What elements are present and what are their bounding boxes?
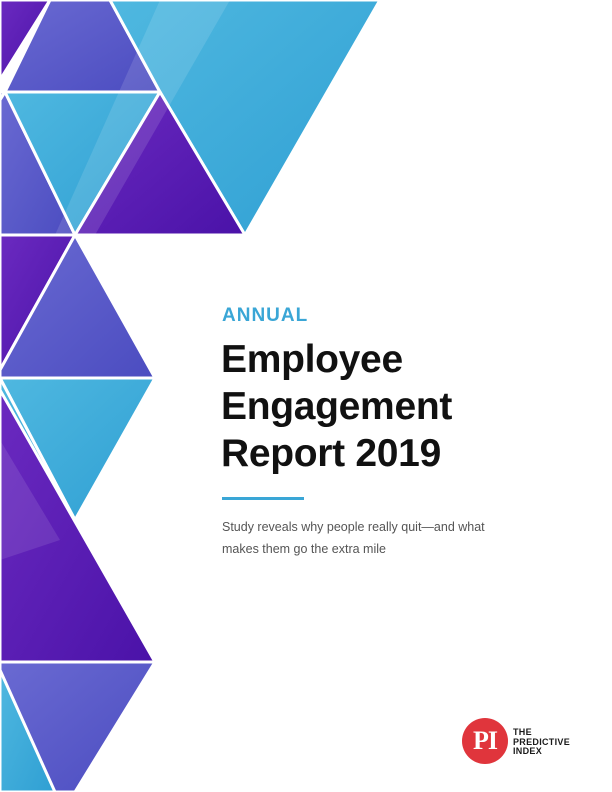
logo-wordmark: THE PREDICTIVE INDEX — [513, 727, 571, 757]
subtitle-line: makes them go the extra mile — [222, 542, 386, 556]
title-line: Employee — [221, 338, 403, 381]
accent-divider — [222, 497, 304, 500]
report-subtitle: Study reveals why people really quit—and… — [222, 516, 502, 560]
title-line: Report 2019 — [221, 432, 441, 475]
report-title: Employee Engagement Report 2019 — [221, 336, 452, 477]
predictive-index-logo: PI THE PREDICTIVE INDEX — [462, 718, 602, 764]
logo-text-line: THE — [513, 727, 532, 737]
title-line: Engagement — [221, 385, 453, 428]
logo-text-line: INDEX — [513, 746, 543, 756]
subtitle-line: Study reveals why people really quit—and… — [222, 520, 485, 534]
report-eyebrow: ANNUAL — [222, 305, 309, 326]
logo-text-line: PREDICTIVE — [513, 736, 571, 747]
predictive-index-logo-icon: PI — [462, 718, 508, 764]
